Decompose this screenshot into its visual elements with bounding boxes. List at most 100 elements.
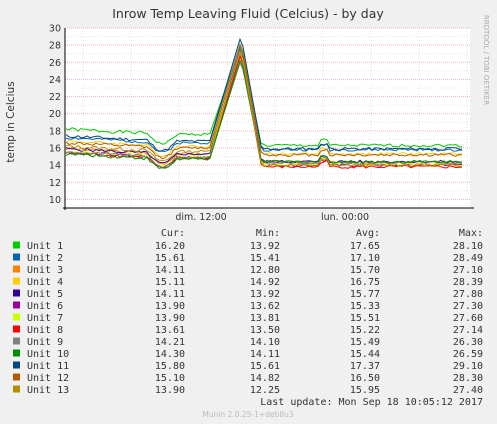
legend-value: 27.30 — [453, 301, 483, 312]
legend-series-name: Unit 2 — [27, 253, 63, 264]
legend-value: 17.65 — [350, 241, 380, 252]
legend-series-name: Unit 9 — [27, 337, 63, 348]
legend-swatch — [13, 385, 20, 393]
plot-area — [65, 28, 470, 208]
y-tick-label: 18 — [49, 126, 61, 137]
y-tick-label: 14 — [49, 161, 61, 172]
legend-value: 15.11 — [155, 277, 185, 288]
legend-swatch — [13, 361, 20, 369]
legend-value: 15.77 — [350, 289, 380, 300]
munin-version: Munin 2.0.25-1+deb8u3 — [202, 410, 293, 419]
legend-value: 27.60 — [453, 313, 483, 324]
legend-series-name: Unit 1 — [27, 241, 63, 252]
legend-value: 15.44 — [350, 349, 380, 360]
series-line — [65, 37, 463, 152]
legend-series-name: Unit 10 — [27, 349, 69, 360]
legend-swatch — [13, 289, 20, 297]
legend-value: 27.80 — [453, 289, 483, 300]
legend-value: 15.33 — [350, 301, 380, 312]
legend-value: 14.11 — [250, 349, 280, 360]
legend: Cur: Min: Avg: Max: Unit 1 16.20 13.92 17.65 28.… — [13, 228, 483, 396]
legend-value: 16.50 — [350, 373, 380, 384]
legend-value: 26.59 — [453, 349, 483, 360]
legend-series-name: Unit 3 — [27, 265, 63, 276]
legend-value: 15.51 — [350, 313, 380, 324]
chart-title: Inrow Temp Leaving Fluid (Celcius) - by … — [112, 6, 384, 21]
y-tick-label: 12 — [49, 178, 61, 189]
legend-value: 14.82 — [250, 373, 280, 384]
legend-swatch — [13, 253, 20, 261]
legend-value: 27.10 — [453, 265, 483, 276]
series-line — [65, 44, 463, 160]
x-tick-label: lun. 00:00 — [321, 212, 369, 223]
legend-value: 14.92 — [250, 277, 280, 288]
legend-swatch — [13, 301, 20, 309]
y-axis-label: temp in Celcius — [5, 81, 17, 162]
legend-value: 28.10 — [453, 241, 483, 252]
legend-series-name: Unit 4 — [27, 277, 63, 288]
legend-swatch — [13, 337, 20, 345]
legend-value: 14.11 — [155, 289, 185, 300]
legend-series-name: Unit 5 — [27, 289, 63, 300]
series-line — [65, 45, 463, 148]
legend-series-name: Unit 8 — [27, 325, 63, 336]
legend-value: 13.81 — [250, 313, 280, 324]
legend-value: 15.41 — [250, 253, 280, 264]
legend-series-name: Unit 12 — [27, 373, 69, 384]
legend-series-name: Unit 7 — [27, 313, 63, 324]
axis-ticks: 10 12 14 16 18 20 22 24 26 28 30 dim. 12:00 lun. 00:… — [49, 24, 369, 224]
legend-value: 13.90 — [155, 385, 185, 396]
legend-header: Max: — [459, 228, 483, 239]
series-line — [65, 51, 463, 168]
legend-value: 13.90 — [155, 301, 185, 312]
legend-value: 14.21 — [155, 337, 185, 348]
legend-value: 15.95 — [350, 385, 380, 396]
legend-swatch — [13, 265, 20, 273]
legend-swatch — [13, 313, 20, 321]
y-tick-label: 22 — [49, 92, 61, 103]
y-tick-label: 28 — [49, 41, 61, 52]
legend-swatch — [13, 325, 20, 333]
legend-value: 15.10 — [155, 373, 185, 384]
legend-value: 16.75 — [350, 277, 380, 288]
legend-value: 16.20 — [155, 241, 185, 252]
series-lines — [65, 37, 463, 169]
legend-header: Min: — [256, 228, 280, 239]
legend-header: Cur: — [161, 228, 185, 239]
legend-value: 15.49 — [350, 337, 380, 348]
legend-value: 13.90 — [155, 313, 185, 324]
legend-value: 13.61 — [155, 325, 185, 336]
y-tick-label: 20 — [49, 109, 61, 120]
legend-value: 15.61 — [155, 253, 185, 264]
legend-value: 28.49 — [453, 253, 483, 264]
legend-value: 13.50 — [250, 325, 280, 336]
legend-value: 14.11 — [155, 265, 185, 276]
legend-value: 12.25 — [250, 385, 280, 396]
y-tick-label: 24 — [49, 75, 61, 86]
y-tick-label: 30 — [49, 24, 61, 35]
legend-value: 13.62 — [250, 301, 280, 312]
y-tick-label: 16 — [49, 144, 61, 155]
legend-value: 28.30 — [453, 373, 483, 384]
legend-value: 28.39 — [453, 277, 483, 288]
legend-value: 14.30 — [155, 349, 185, 360]
legend-value: 17.10 — [350, 253, 380, 264]
x-tick-label: dim. 12:00 — [175, 212, 226, 223]
legend-value: 12.80 — [250, 265, 280, 276]
legend-value: 15.22 — [350, 325, 380, 336]
legend-header: Avg: — [356, 228, 380, 239]
legend-value: 27.40 — [453, 385, 483, 396]
legend-value: 26.30 — [453, 337, 483, 348]
legend-value: 29.10 — [453, 361, 483, 372]
last-update: Last update: Mon Sep 18 10:05:12 2017 — [260, 397, 483, 408]
legend-swatch — [13, 241, 20, 249]
legend-value: 13.92 — [250, 241, 280, 252]
legend-value: 27.14 — [453, 325, 483, 336]
series-line — [65, 42, 463, 153]
legend-value: 15.61 — [250, 361, 280, 372]
legend-series-name: Unit 6 — [27, 301, 63, 312]
legend-swatch — [13, 277, 20, 285]
y-tick-label: 10 — [49, 195, 61, 206]
